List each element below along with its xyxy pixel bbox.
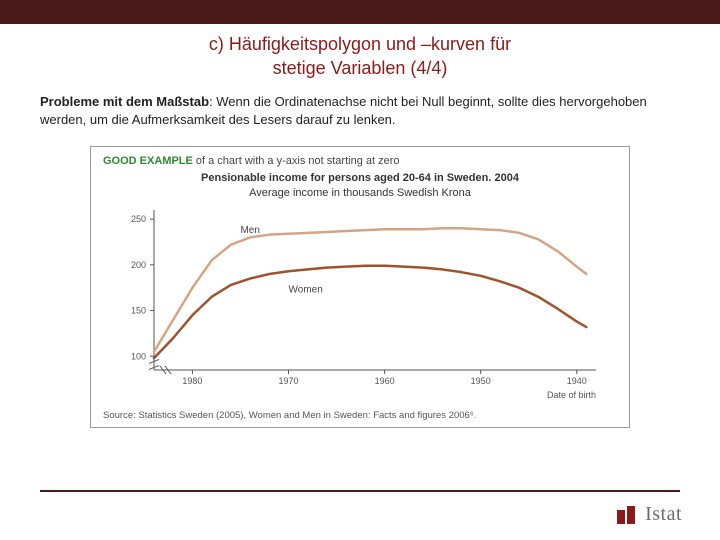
figure-header-good: GOOD EXAMPLE [103, 155, 193, 167]
istat-logo-icon [615, 504, 641, 526]
svg-text:1940: 1940 [567, 376, 587, 386]
top-accent-bar [0, 0, 720, 24]
line-chart: 100 150 200 250 1980 1970 1960 1950 1940 Date of … [110, 204, 610, 404]
istat-logo-text: Istat [645, 503, 682, 526]
figure-subtitle: Pensionable income for persons aged 20-6… [103, 171, 617, 200]
figure-header-rest: of a chart with a y-axis not starting at… [193, 155, 400, 167]
svg-text:1980: 1980 [182, 376, 202, 386]
svg-text:150: 150 [131, 305, 146, 315]
svg-text:Men: Men [240, 225, 259, 236]
figure-container: GOOD EXAMPLE of a chart with a y-axis no… [90, 146, 630, 428]
figure-header: GOOD EXAMPLE of a chart with a y-axis no… [103, 155, 617, 167]
slide-title: c) Häufigkeitspolygon und –kurven für st… [0, 24, 720, 93]
title-line-2: stetige Variablen (4/4) [40, 56, 680, 80]
body-lead: Probleme mit dem Maßstab [40, 94, 209, 109]
title-line-1: c) Häufigkeitspolygon und –kurven für [40, 32, 680, 56]
figure-source: Source: Statistics Sweden (2005), Women … [103, 410, 617, 421]
svg-text:Date of birth: Date of birth [547, 390, 596, 400]
figure-subtitle-2: Average income in thousands Swedish Kron… [103, 186, 617, 200]
svg-text:1960: 1960 [375, 376, 395, 386]
svg-text:100: 100 [131, 351, 146, 361]
body-paragraph: Probleme mit dem Maßstab: Wenn die Ordin… [0, 93, 720, 141]
figure-subtitle-1: Pensionable income for persons aged 20-6… [201, 172, 519, 184]
bottom-rule [40, 490, 680, 492]
svg-text:200: 200 [131, 260, 146, 270]
istat-logo: Istat [615, 503, 682, 526]
svg-text:Women: Women [289, 284, 323, 295]
svg-text:1970: 1970 [279, 376, 299, 386]
svg-text:1950: 1950 [471, 376, 491, 386]
svg-text:250: 250 [131, 214, 146, 224]
